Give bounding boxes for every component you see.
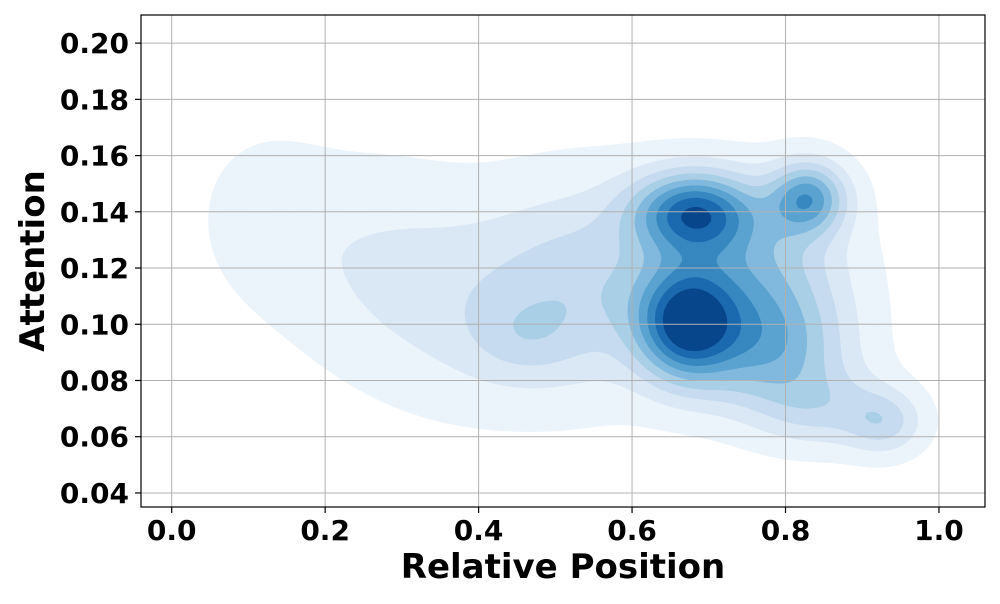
x-tick-label: 1.0	[914, 514, 964, 547]
grid-lines	[141, 15, 985, 507]
y-tick-label: 0.04	[60, 477, 129, 510]
x-tick-label: 0.6	[607, 514, 657, 547]
y-tick-label: 0.08	[60, 364, 129, 397]
y-tick-label: 0.10	[60, 308, 129, 341]
x-tick-label: 0.8	[761, 514, 811, 547]
density-contours	[208, 137, 938, 468]
y-tick-label: 0.20	[60, 27, 129, 60]
y-tick-label: 0.12	[60, 252, 129, 285]
x-tick-label: 0.4	[454, 514, 504, 547]
x-axis-label: Relative Position	[401, 547, 725, 587]
plot-frame	[140, 14, 986, 508]
x-tick-label: 0.2	[300, 514, 350, 547]
x-tick-label: 0.0	[147, 514, 197, 547]
y-tick-label: 0.14	[60, 196, 129, 229]
y-axis-label: Attention	[13, 170, 53, 352]
y-tick-label: 0.16	[60, 140, 129, 173]
density-level-9	[662, 207, 728, 352]
x-axis-ticks: 0.0 0.2 0.4 0.6 0.8 1.0	[147, 507, 964, 547]
y-axis-ticks: 0.04 0.06 0.08 0.10 0.12 0.14 0.16 0.18 0.20	[60, 27, 141, 510]
y-tick-label: 0.18	[60, 83, 129, 116]
y-tick-label: 0.06	[60, 421, 129, 454]
